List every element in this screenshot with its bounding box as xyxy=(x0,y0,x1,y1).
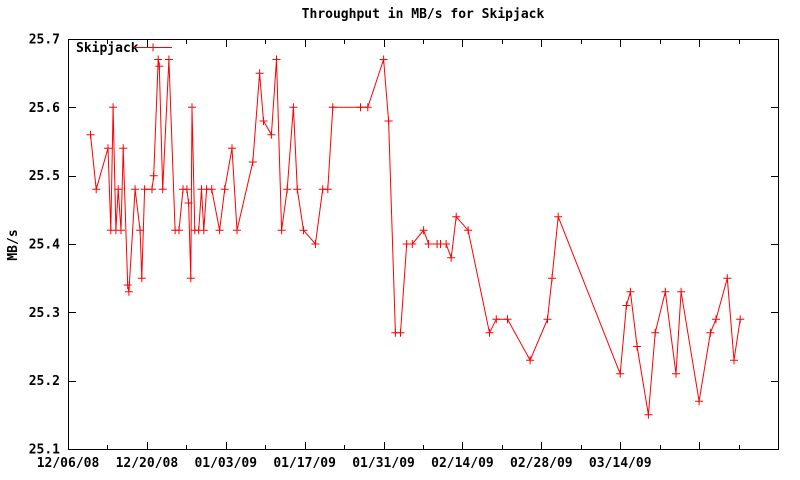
y-tick-label: 25.4 xyxy=(29,238,60,253)
series-line xyxy=(90,59,741,415)
x-tick-label: 12/06/08 xyxy=(37,456,100,471)
y-tick-label: 25.6 xyxy=(29,101,60,116)
y-tick-label: 25.1 xyxy=(29,443,60,458)
x-tick-label: 02/14/09 xyxy=(431,456,494,471)
y-tick-label: 25.3 xyxy=(29,306,60,321)
axis-ticks xyxy=(68,39,779,450)
legend-label: Skipjack xyxy=(76,41,139,56)
y-tick-label: 25.2 xyxy=(29,374,60,389)
legend-line-sample xyxy=(134,43,172,52)
series-markers xyxy=(86,55,745,419)
y-tick-label: 25.5 xyxy=(29,169,60,184)
y-tick-label: 25.7 xyxy=(29,33,60,48)
x-tick-label: 03/14/09 xyxy=(589,456,652,471)
x-tick-label: 01/17/09 xyxy=(273,456,336,471)
chart-title: Throughput in MB/s for Skipjack xyxy=(301,7,545,22)
x-tick-label: 02/28/09 xyxy=(510,456,573,471)
x-tick-label: 12/20/08 xyxy=(116,456,179,471)
x-tick-label: 01/03/09 xyxy=(194,456,257,471)
plot-border xyxy=(68,39,779,450)
x-tick-label: 01/31/09 xyxy=(352,456,415,471)
